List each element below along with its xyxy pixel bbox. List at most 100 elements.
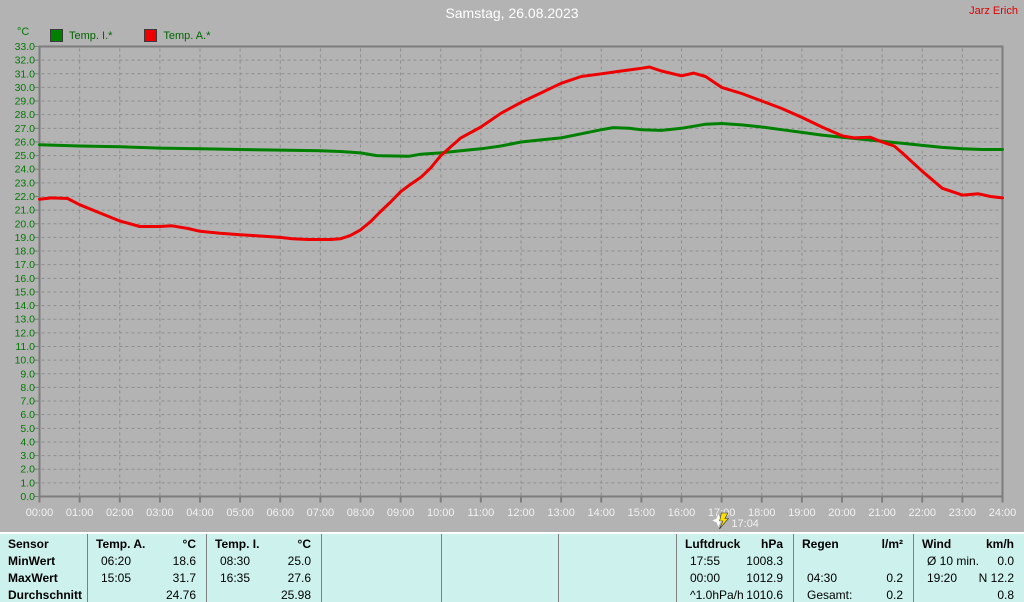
stats-column-header: Wind km/h [914, 536, 1024, 553]
x-tick-label: 15:00 [628, 507, 656, 519]
plot-border [38, 45, 1004, 498]
y-tick-label: 29.0 [15, 96, 36, 108]
stats-value: 18.6 [172, 554, 196, 568]
stats-value-row: 15:05 31.7 [88, 570, 206, 587]
y-tick-label: 28.0 [15, 109, 36, 121]
y-axis-unit-label: °C [17, 26, 30, 38]
x-tick-label: 24:00 [989, 507, 1017, 519]
sensor-unit: °C [297, 537, 311, 551]
stats-value: 0.2 [886, 588, 903, 602]
stats-row-label-text: MinWert [8, 554, 56, 568]
stats-value: 1010.6 [746, 588, 783, 602]
stats-column-empty [559, 534, 677, 602]
y-tick-label: 1.0 [20, 477, 35, 489]
stats-value-row [322, 570, 441, 587]
stats-column-empty [322, 534, 442, 602]
temp-i-legend-label: Temp. I.* [69, 29, 113, 42]
y-tick-label: 5.0 [20, 423, 35, 435]
y-tick-label: 15.0 [15, 286, 36, 298]
stats-column-luftdruck: Luftdruck hPa 17:55 1008.3 00:00 1012.9 ^1.0hP… [677, 534, 794, 602]
stats-time: 04:30 [807, 571, 838, 585]
y-tick-label: 7.0 [20, 396, 35, 408]
y-tick-label: 12.0 [15, 327, 36, 339]
y-tick-label: 0.0 [20, 491, 35, 503]
y-tick-label: 16.0 [15, 273, 36, 285]
y-tick-label: 24.0 [15, 164, 36, 176]
stats-row-label: Durchschnitt [0, 587, 87, 602]
stats-column-regen: Regen l/m² 04:30 0.2 Gesamt: 0.2 [794, 534, 914, 602]
stats-column-temp-a-: Temp. A. °C 06:20 18.6 15:05 31.7 24.76 [88, 534, 207, 602]
stats-time: ^1.0hPa/h [690, 588, 744, 602]
y-tick-label: 20.0 [15, 218, 36, 230]
stats-time: 15:05 [101, 571, 132, 585]
owner-name: Jarz Erich [969, 5, 1018, 17]
x-tick-label: 10:00 [427, 507, 455, 519]
y-tick-label: 33.0 [15, 41, 36, 53]
x-tick-label: 19:00 [788, 507, 816, 519]
y-tick-label: 25.0 [15, 150, 36, 162]
stats-value: 0.0 [997, 554, 1014, 568]
stats-column-header [322, 536, 441, 553]
temperature-line-chart: 0.0 1.02.0 3.0 4.05.0 6.07.0 8.0 9.010.0 11.0 12… [15, 41, 1017, 530]
y-tick-label: 17.0 [15, 259, 36, 271]
stats-time: 08:30 [220, 554, 251, 568]
y-tick-label: 9.0 [20, 368, 35, 380]
stats-time: 16:35 [220, 571, 251, 585]
x-tick-label: 06:00 [266, 507, 294, 519]
stats-value-row [442, 553, 558, 570]
stats-column-temp-i-: Temp. I. °C 08:30 25.0 16:35 27.6 25.98 [207, 534, 322, 602]
y-tick-label: 13.0 [15, 314, 36, 326]
y-tick-label: 18.0 [15, 246, 36, 258]
stats-value-row: 04:30 0.2 [794, 570, 913, 587]
stats-value: N 12.2 [978, 571, 1014, 585]
x-tick-label: 12:00 [507, 507, 535, 519]
stats-row-label: MinWert [0, 553, 87, 570]
sensor-unit: km/h [985, 537, 1014, 551]
stats-time: Gesamt: [807, 588, 853, 602]
x-tick-label: 04:00 [186, 507, 214, 519]
y-tick-label: 10.0 [15, 355, 36, 367]
stats-value-row: Ø 10 min. 0.0 [914, 553, 1024, 570]
temp-a-legend-swatch-icon [144, 29, 158, 42]
y-tick-label: 27.0 [15, 123, 36, 135]
stats-value: 1008.3 [746, 554, 783, 568]
y-tick-label: 30.0 [15, 82, 36, 94]
sensor-name: Temp. I. [215, 537, 260, 551]
stats-value: 24.76 [165, 588, 196, 602]
sensor-unit: °C [182, 537, 196, 551]
stats-time: 19:20 [927, 571, 958, 585]
stats-column-empty [442, 534, 559, 602]
stats-column-header: Luftdruck hPa [677, 536, 793, 553]
x-tick-label: 00:00 [26, 507, 54, 519]
stats-column-header: Temp. A. °C [88, 536, 206, 553]
stats-value: 1012.9 [746, 571, 783, 585]
y-tick-label: 6.0 [20, 409, 35, 421]
stats-value: 25.0 [287, 554, 311, 568]
chart-legend: Temp. I.* Temp. A.* [50, 29, 210, 42]
cursor-sparkle-icon [712, 514, 725, 527]
y-tick-label: 22.0 [15, 191, 36, 203]
stats-value-row: ^1.0hPa/h 1010.6 [677, 587, 793, 602]
x-tick-label: 14:00 [587, 507, 615, 519]
x-tick-label: 13:00 [547, 507, 575, 519]
stats-value: 31.7 [172, 571, 196, 585]
x-tick-label: 11:00 [468, 507, 495, 519]
y-tick-label: 4.0 [20, 436, 35, 448]
x-tick-label: 03:00 [146, 507, 174, 519]
x-tick-label: 07:00 [307, 507, 335, 519]
stats-value-row [559, 570, 676, 587]
x-tick-label: 18:00 [748, 507, 776, 519]
stats-column-header: Regen l/m² [794, 536, 913, 553]
stats-value-row [442, 587, 558, 602]
sensor-name: Luftdruck [685, 537, 741, 551]
stats-value-row: 00:00 1012.9 [677, 570, 793, 587]
stats-time: 06:20 [101, 554, 132, 568]
stats-value: 0.2 [886, 571, 903, 585]
stats-value-row: Gesamt: 0.2 [794, 587, 913, 602]
stats-column-header [559, 536, 676, 553]
stats-value-row: 06:20 18.6 [88, 553, 206, 570]
stats-value-row [559, 553, 676, 570]
sensor-name: Regen [802, 537, 839, 551]
stats-value-row [794, 553, 913, 570]
stats-value-row [322, 553, 441, 570]
